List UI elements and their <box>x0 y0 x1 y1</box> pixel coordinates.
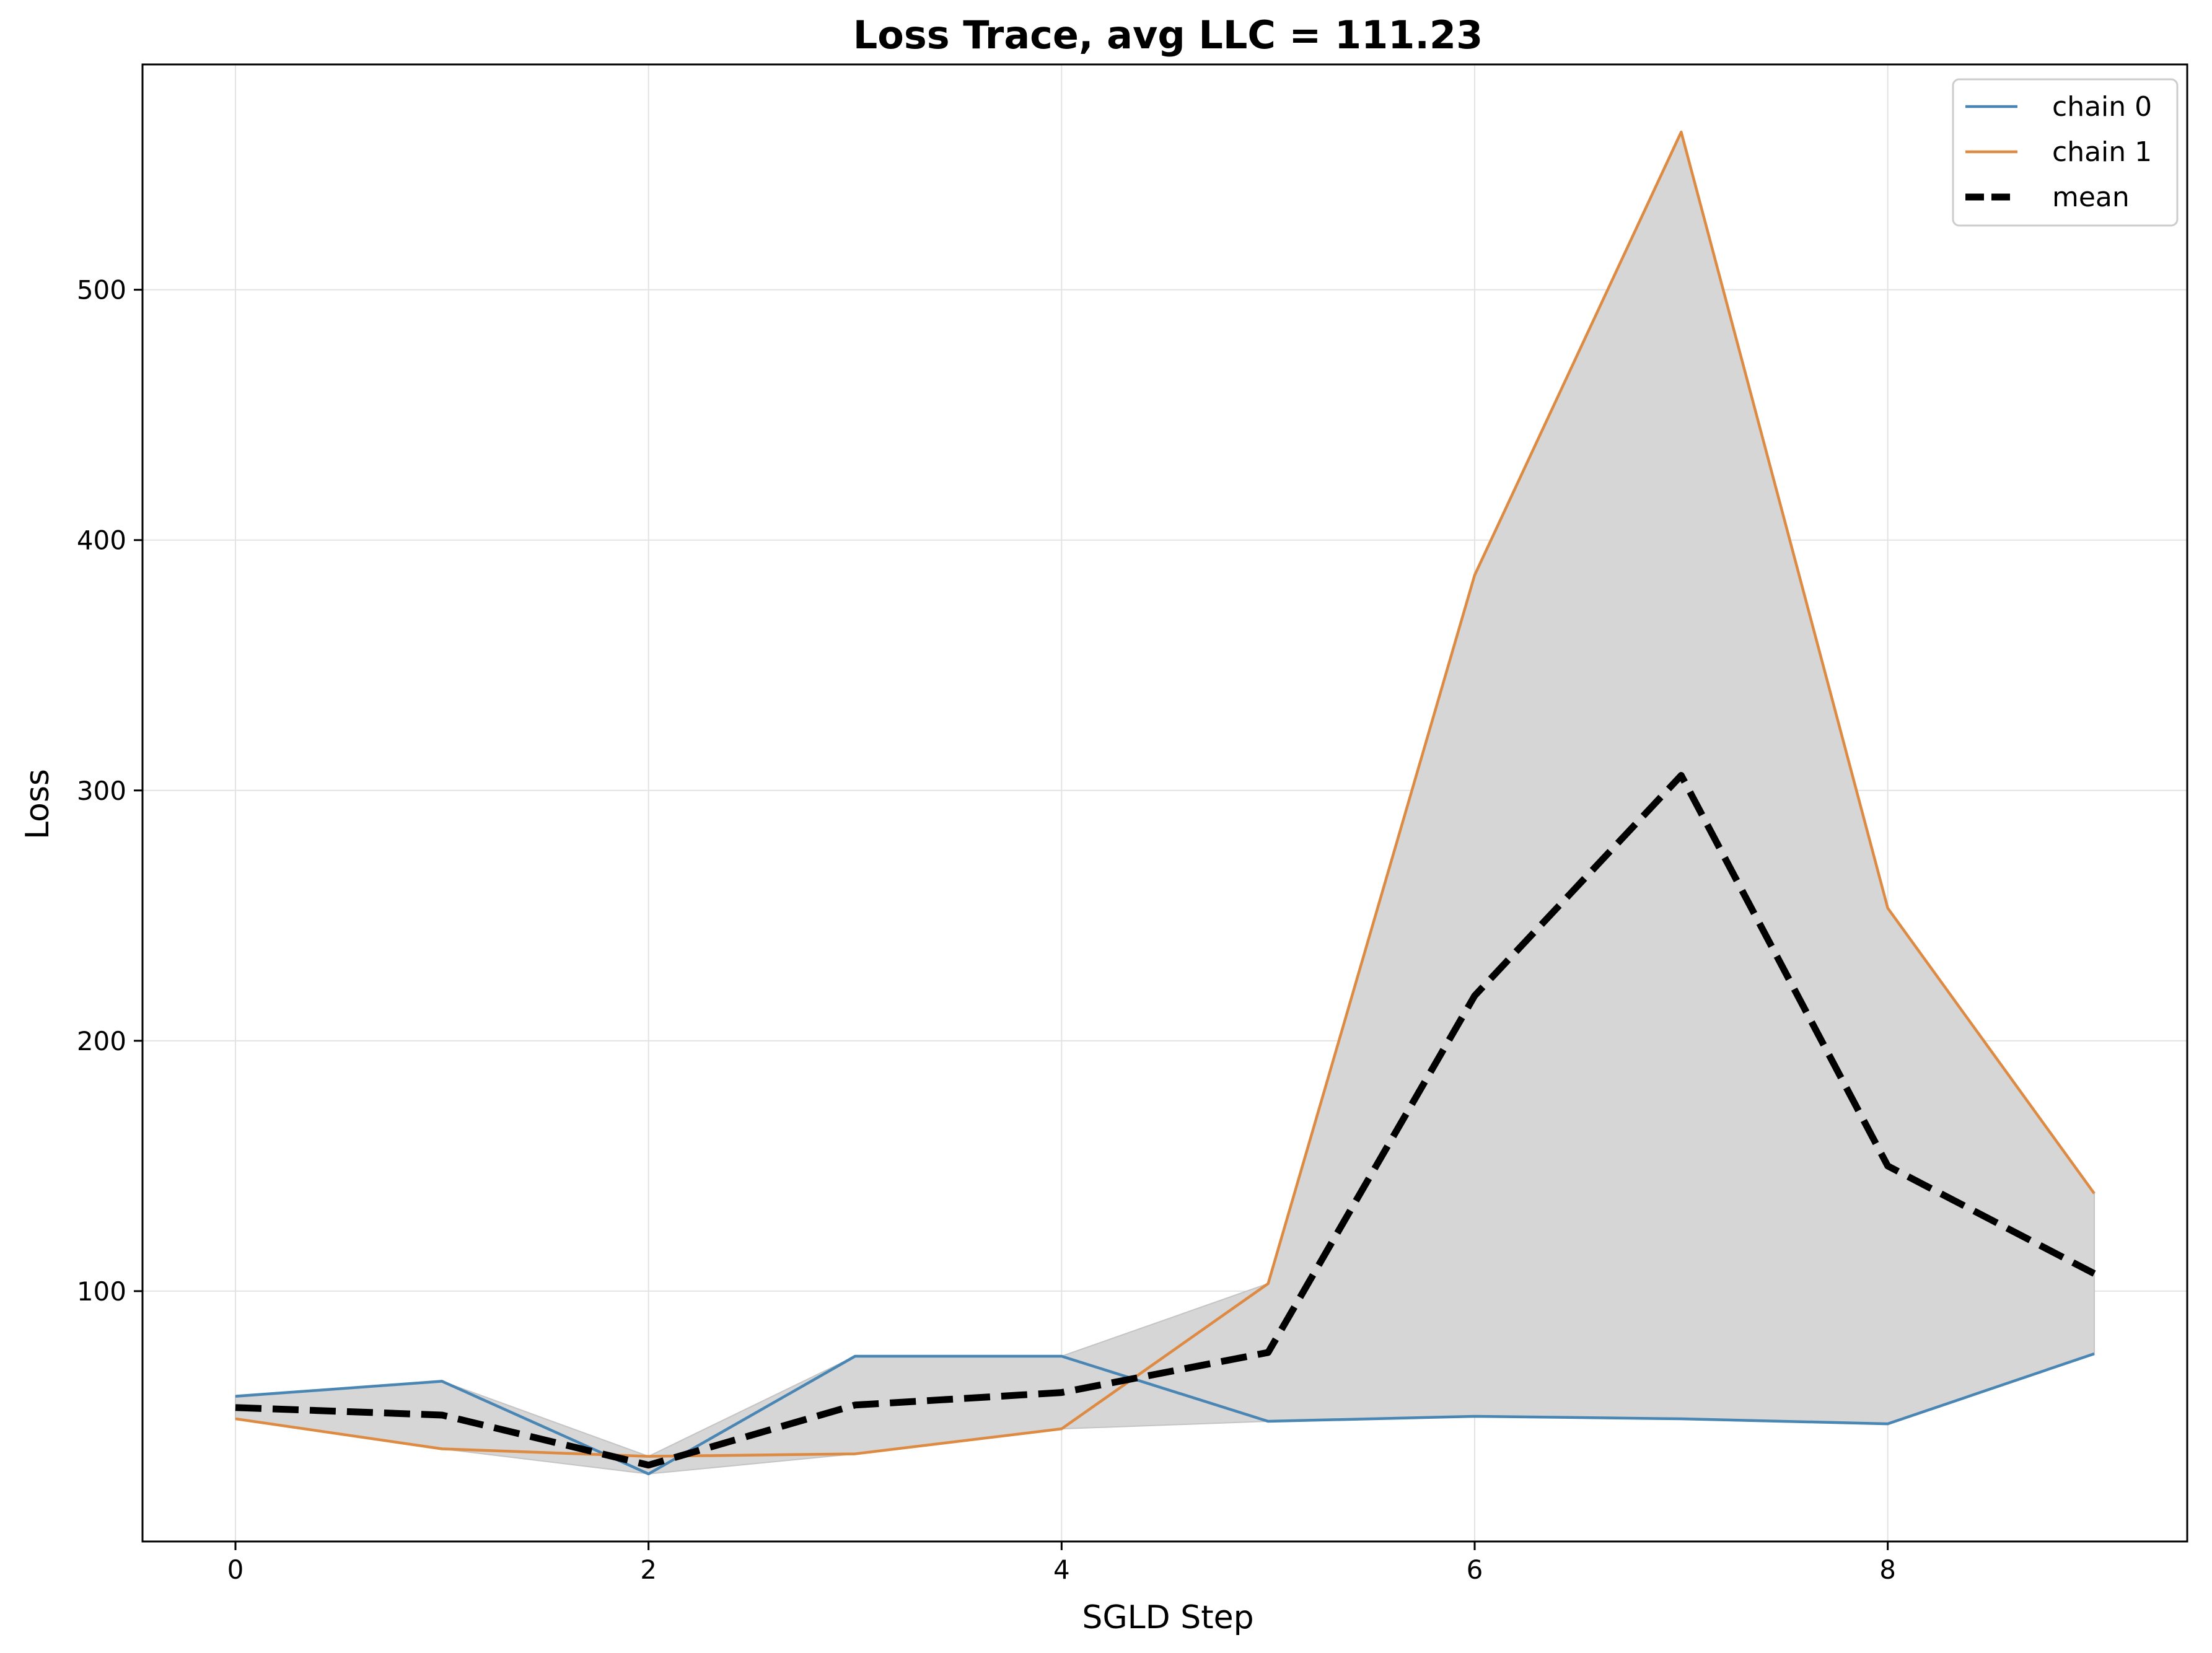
x-tick-label: 0 <box>227 1554 244 1585</box>
legend-box <box>1952 78 2179 227</box>
chart-title: Loss Trace, avg LLC = 111.23 <box>853 12 1483 58</box>
y-tick-label: 400 <box>77 525 126 556</box>
y-tick-label: 200 <box>77 1026 126 1056</box>
y-axis-label: Loss <box>19 769 56 840</box>
x-axis-ticks: 0 2 4 6 8 <box>227 1541 1896 1585</box>
y-tick-label: 300 <box>77 776 126 806</box>
y-axis-ticks: 100 200 300 400 500 <box>77 275 143 1307</box>
legend-label: mean <box>2052 182 2130 213</box>
legend: chain 0 chain 1 mean <box>1952 78 2179 227</box>
x-tick-label: 6 <box>1467 1554 1483 1585</box>
x-tick-label: 8 <box>1879 1554 1896 1585</box>
series-lines <box>235 130 2096 1476</box>
y-tick-label: 500 <box>77 275 126 305</box>
series-line-chain-1 <box>235 130 2096 1458</box>
series-line-mean <box>235 772 2096 1469</box>
y-tick-label: 100 <box>77 1276 126 1307</box>
x-axis-label: SGLD Step <box>1082 1599 1253 1636</box>
plot-frame <box>141 63 2188 1543</box>
x-tick-label: 4 <box>1053 1554 1070 1585</box>
legend-label: chain 0 <box>2052 91 2152 123</box>
x-tick-label: 2 <box>640 1554 657 1585</box>
legend-label: chain 1 <box>2052 136 2152 168</box>
series-line-chain-0 <box>235 1352 2095 1476</box>
